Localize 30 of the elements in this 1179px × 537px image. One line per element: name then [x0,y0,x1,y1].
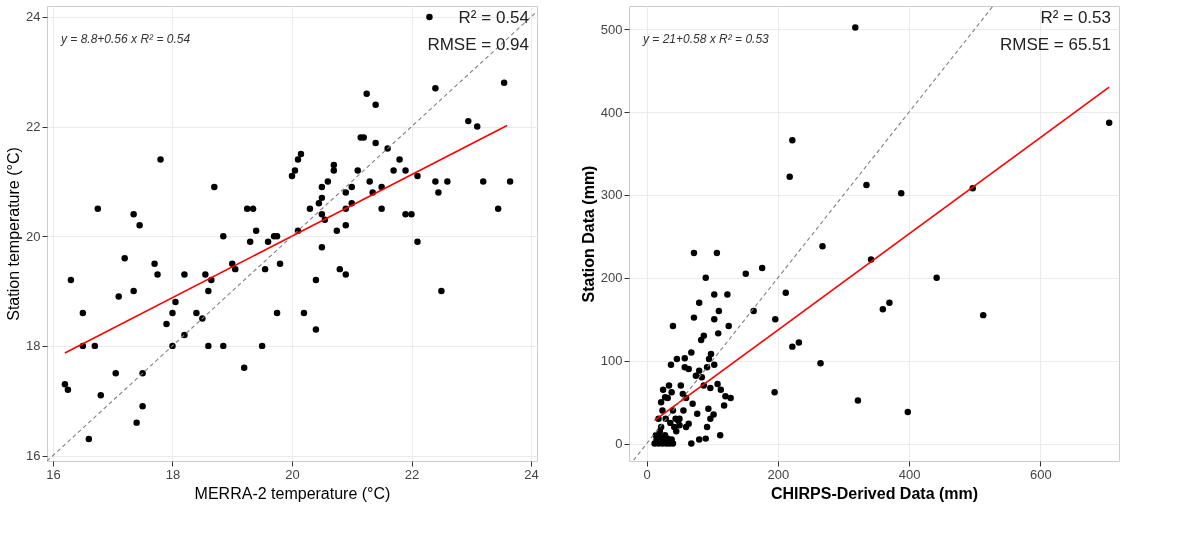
x-tick-label: 600 [1029,466,1052,482]
y-tick-label: 0 [615,436,623,452]
x-axis-title: MERRA-2 temperature (°C) [194,484,391,502]
y-tick-label: 16 [26,448,41,464]
annotation: R² = 0.54 [458,8,529,27]
y-tick-label: 100 [600,353,623,369]
annotation: R² = 0.53 [1040,8,1111,27]
y-axis-title: Station Data (mm) [579,165,597,303]
y-tick-label: 22 [26,119,41,135]
y-tick-label: 500 [600,21,623,37]
annotation: y = 21+0.58 x R² = 0.53 [642,32,770,46]
annotation: RMSE = 65.51 [999,35,1111,54]
x-tick-label: 20 [285,466,300,482]
annotation: y = 8.8+0.56 x R² = 0.54 [60,32,191,46]
y-tick-label: 300 [600,187,623,203]
y-tick-label: 24 [26,9,41,25]
x-axis-title: CHIRPS-Derived Data (mm) [770,484,979,502]
y-tick-label: 200 [600,270,623,286]
x-tick-label: 18 [165,466,181,482]
y-tick-label: 20 [26,228,41,244]
x-tick-label: 0 [643,466,651,482]
x-tick-label: 16 [46,466,61,482]
x-tick-label: 200 [767,466,790,482]
x-tick-label: 24 [524,466,539,482]
annotation: RMSE = 0.94 [427,35,529,54]
y-axis-title: Station temperature (°C) [5,147,23,321]
x-tick-label: 400 [898,466,921,482]
x-tick-label: 22 [404,466,420,482]
y-tick-label: 400 [600,104,623,120]
y-tick-label: 18 [26,338,41,354]
